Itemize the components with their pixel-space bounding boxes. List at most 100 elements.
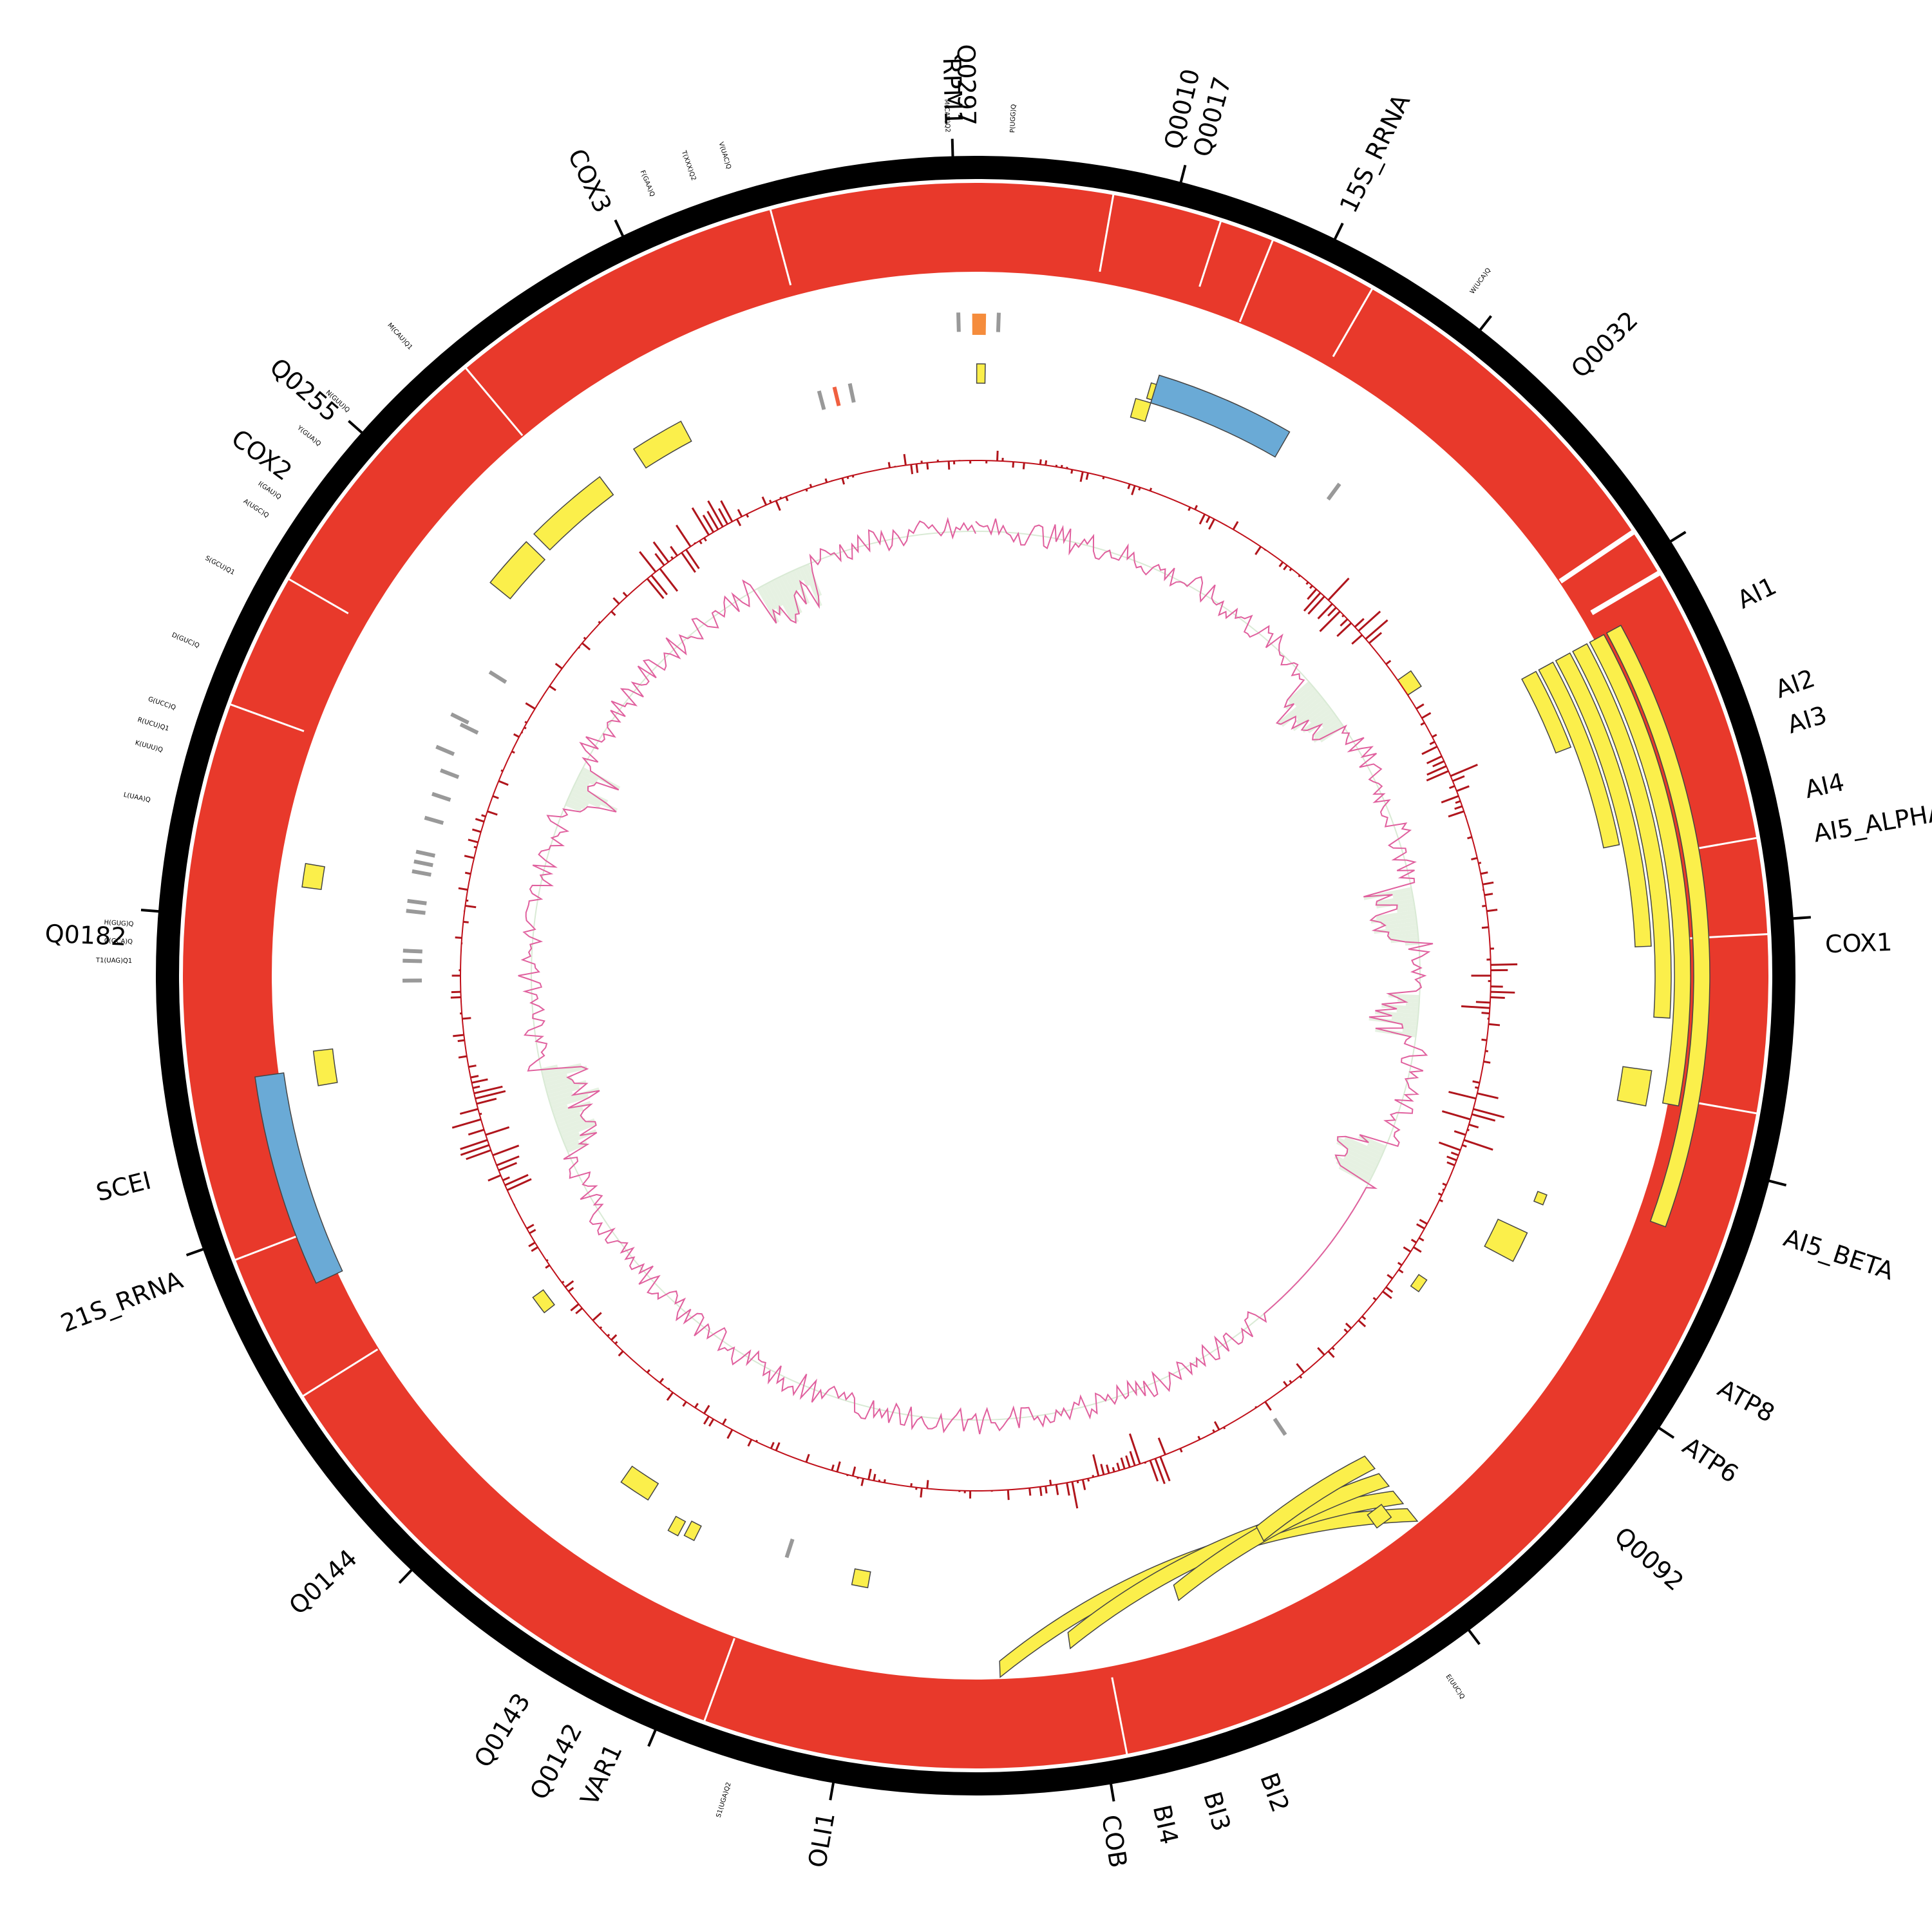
- gc-content-fill-segment: [551, 1104, 569, 1113]
- gene-label-q0032: Q0032: [1566, 306, 1643, 384]
- gene-label-q0144: Q0144: [283, 1544, 363, 1620]
- gc-skew-bar: [1264, 1401, 1272, 1411]
- trna-mark: [459, 723, 479, 735]
- gc-skew-bar: [1159, 1456, 1171, 1482]
- gc-skew-bar: [726, 1429, 734, 1439]
- gc-skew-bar: [1398, 1269, 1404, 1274]
- gc-skew-bar: [1441, 1110, 1471, 1121]
- gc-skew-bar: [1340, 618, 1349, 627]
- gc-content-fill-segment: [1376, 895, 1414, 905]
- gene-label-oli1: OLI1: [803, 1810, 840, 1870]
- gc-skew-bar: [707, 500, 724, 527]
- gc-skew-bar: [1307, 596, 1325, 615]
- gc-skew-bar: [1327, 577, 1350, 601]
- gc-skew-bar: [1319, 611, 1341, 632]
- gc-content-fill-segment: [1295, 699, 1326, 724]
- gc-skew-bar: [1299, 1375, 1303, 1379]
- gc-skew-bar: [1478, 862, 1482, 864]
- intron-block: [532, 1289, 556, 1314]
- gc-skew-bar: [1309, 585, 1313, 589]
- gene-tick: [1767, 1179, 1787, 1187]
- gc-skew-bar: [1385, 1286, 1394, 1293]
- gc-skew-bar: [1439, 1198, 1443, 1202]
- gc-skew-bar: [1365, 619, 1388, 640]
- gc-content-fill-segment: [1401, 1024, 1417, 1030]
- gc-skew-bar: [1416, 1223, 1425, 1230]
- gc-skew-bar: [1208, 518, 1215, 530]
- intron-block: [489, 541, 546, 600]
- intron-block: [1521, 670, 1572, 754]
- gc-content-fill-segment: [568, 795, 589, 807]
- trna-label: T1(UAG)Q1: [95, 957, 132, 965]
- trna-label: R(UCU)Q1: [137, 716, 170, 732]
- gc-skew-bar: [920, 1488, 923, 1498]
- gc-skew-bar: [1144, 1462, 1147, 1464]
- gc-skew-bar: [611, 611, 616, 616]
- gc-skew-bar: [1255, 1406, 1257, 1408]
- gc-skew-bar: [1442, 1182, 1447, 1186]
- gc-skew-bar: [1413, 1246, 1422, 1253]
- gc-skew-bar: [915, 464, 919, 473]
- gc-skew-bar: [1485, 1050, 1488, 1052]
- gc-skew-bar: [1305, 581, 1309, 585]
- gc-skew-bar: [1327, 607, 1337, 617]
- trna-mark: [450, 712, 469, 725]
- gc-content-line: [518, 516, 1434, 1435]
- gc-skew-bar: [466, 899, 469, 902]
- intron-block: [620, 1465, 659, 1501]
- gc-content-track: [518, 516, 1434, 1435]
- gc-skew-bar: [462, 1017, 471, 1020]
- gc-skew-bar: [570, 1303, 580, 1312]
- gc-skew-bar: [1296, 1363, 1305, 1374]
- gc-skew-bar: [761, 496, 767, 506]
- gc-skew-bar: [659, 1378, 665, 1384]
- gc-skew-bar: [1331, 1347, 1335, 1350]
- gc-skew-bar: [1484, 893, 1493, 896]
- gc-skew-bar: [1372, 1296, 1377, 1301]
- gc-skew-bar: [1343, 1328, 1349, 1333]
- gc-skew-bar: [654, 553, 665, 566]
- gc-skew-bar: [1442, 1188, 1445, 1191]
- gene-tick: [1791, 916, 1811, 920]
- gene-label-ai2: AI2: [1772, 664, 1819, 704]
- gc-content-fill-segment: [566, 798, 586, 810]
- gc-content-fill-segment: [542, 1063, 582, 1076]
- gc-content-baseline: [531, 531, 1421, 1421]
- gc-skew-bar: [1441, 795, 1459, 804]
- intron-block: [851, 1568, 871, 1589]
- intron-block: [301, 863, 325, 891]
- genome-backbone: [156, 156, 1795, 1795]
- gc-skew-bar: [1472, 1080, 1480, 1084]
- gc-content-fill-segment: [578, 773, 596, 786]
- gc-content-fill-segment: [767, 581, 783, 607]
- gc-skew-bar: [1283, 1381, 1288, 1387]
- trna-label: T(XXX)Q2: [679, 149, 697, 182]
- gc-skew-bar: [721, 1418, 727, 1425]
- gc-skew-bar: [1454, 1130, 1466, 1136]
- gc-skew-bar: [583, 636, 587, 640]
- trna-mark: [972, 313, 987, 336]
- gene-label-scei: SCEI: [93, 1166, 154, 1207]
- gc-skew-bar: [1351, 634, 1363, 645]
- intron-block: [1533, 1191, 1548, 1206]
- gc-skew-bar: [702, 515, 715, 533]
- gc-skew-bar: [1426, 765, 1447, 776]
- rrna-block: [254, 1072, 343, 1284]
- gc-skew-bar: [1418, 1236, 1425, 1242]
- gc-skew-bar: [770, 1442, 775, 1449]
- gc-skew-bar: [529, 1229, 536, 1235]
- intron-block: [683, 1520, 702, 1542]
- gc-skew-bar: [1358, 1320, 1367, 1328]
- gc-skew-bar: [703, 1405, 710, 1414]
- gc-skew-bar: [1066, 1482, 1070, 1496]
- gc-skew-bar: [567, 1287, 574, 1293]
- gc-content-fill-segment: [1397, 902, 1415, 909]
- gc-skew-bar: [646, 578, 665, 600]
- gc-skew-bar: [1154, 1458, 1166, 1484]
- intron-block: [632, 421, 692, 469]
- gc-skew-bar: [699, 540, 703, 545]
- gc-content-fill-segment: [1374, 1010, 1419, 1019]
- gc-content-fill-segment: [1380, 917, 1417, 926]
- trna-label: S(GCU)Q1: [204, 554, 236, 576]
- gc-content-fill-segment: [558, 1118, 586, 1132]
